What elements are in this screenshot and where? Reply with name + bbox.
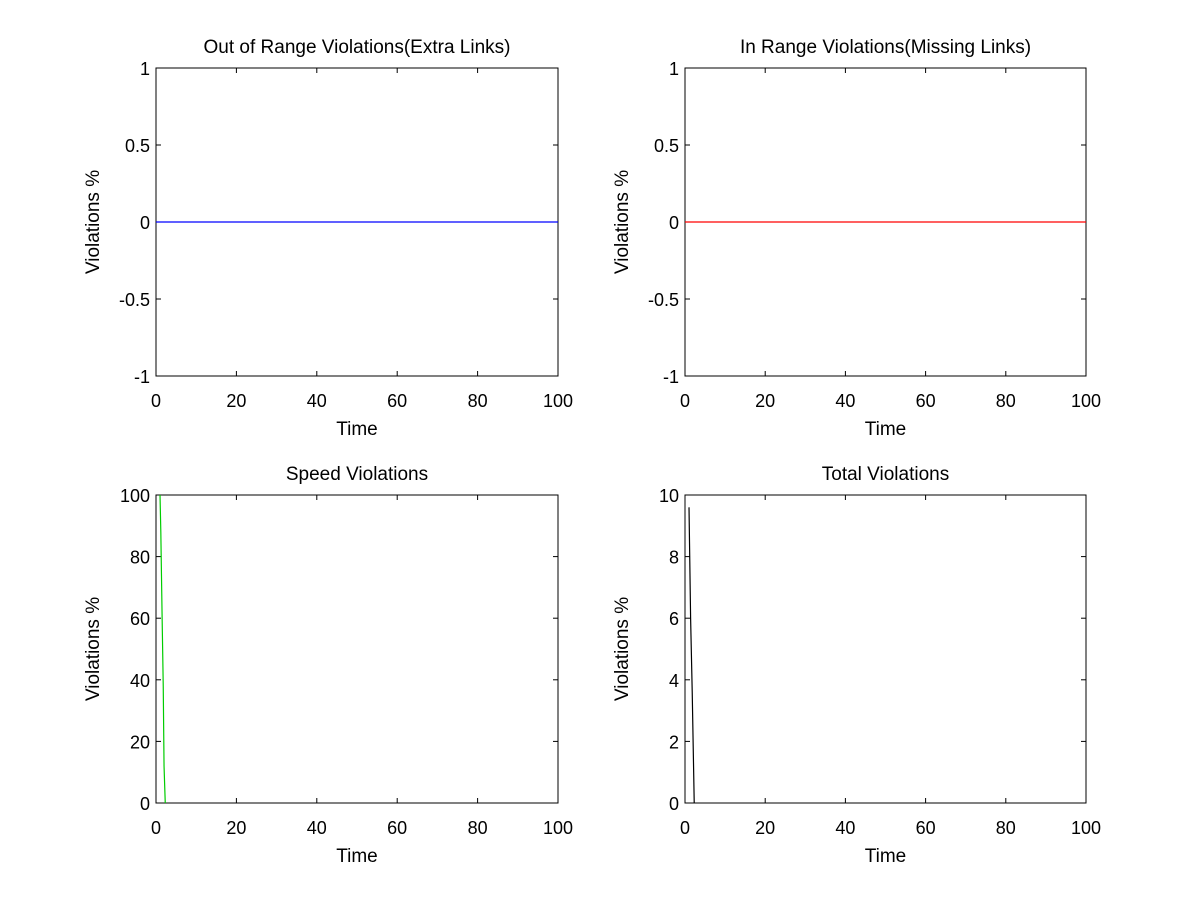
y-axis-label: Violations % [612, 597, 633, 701]
axes-box [684, 494, 1087, 804]
x-tick-label: 60 [387, 818, 407, 838]
chart-title: Speed Violations [286, 464, 428, 485]
x-tick-label: 0 [151, 391, 161, 411]
axes-box [155, 494, 559, 804]
chart-panel-4: 0 20 40 60 80 100 0 2 4 6 8 10 Total Violations Time V… [612, 464, 1101, 867]
x-tick-label: 100 [543, 818, 573, 838]
x-tick-label: 20 [755, 818, 775, 838]
series-line-1 [688, 507, 695, 804]
x-tick-label: 60 [916, 818, 936, 838]
y-tick-label: 80 [130, 548, 150, 568]
y-tick-label: 2 [669, 732, 679, 752]
y-tick-label: 0 [669, 213, 679, 233]
x-tick-label: 80 [996, 818, 1016, 838]
x-tick-label: 20 [226, 818, 246, 838]
y-tick-label: 60 [130, 609, 150, 629]
y-tick-label: -1 [663, 367, 679, 387]
x-tick-label: 0 [151, 818, 161, 838]
chart-panel-1: 0 20 40 60 80 100 -1 -0.5 0 0.5 1 Out of Range Viol… [83, 37, 573, 440]
y-tick-label: -0.5 [648, 290, 679, 310]
y-tick-label: 0 [140, 794, 150, 814]
x-tick-label: 40 [307, 818, 327, 838]
chart-title: In Range Violations(Missing Links) [740, 37, 1031, 58]
y-tick-label: 0 [669, 794, 679, 814]
y-axis-label: Violations % [612, 170, 633, 274]
y-tick-label: 0.5 [654, 136, 679, 156]
y-tick-label: 1 [140, 59, 150, 79]
x-tick-label: 60 [916, 391, 936, 411]
chart-panel-3: 0 20 40 60 80 100 0 20 40 60 80 100 Speed Violations… [83, 464, 573, 867]
x-tick-label: 0 [680, 391, 690, 411]
x-tick-label: 40 [835, 391, 855, 411]
y-tick-label: 8 [669, 548, 679, 568]
chart-title: Total Violations [822, 464, 949, 485]
x-tick-label: 100 [1071, 391, 1101, 411]
x-tick-label: 40 [835, 818, 855, 838]
y-axis-label: Violations % [83, 170, 104, 274]
y-tick-label: 40 [130, 671, 150, 691]
x-tick-label: 100 [543, 391, 573, 411]
x-tick-label: 60 [387, 391, 407, 411]
y-tick-label: 1 [669, 59, 679, 79]
x-tick-label: 40 [307, 391, 327, 411]
x-tick-label: 80 [468, 818, 488, 838]
chart-panel-2: 0 20 40 60 80 100 -1 -0.5 0 0.5 1 In Range Violatio… [612, 37, 1101, 440]
y-tick-label: 0 [140, 213, 150, 233]
y-tick-label: 100 [120, 486, 150, 506]
x-tick-label: 20 [226, 391, 246, 411]
chart-title: Out of Range Violations(Extra Links) [204, 37, 511, 58]
x-tick-label: 20 [755, 391, 775, 411]
y-tick-label: 10 [659, 486, 679, 506]
x-axis-label: Time [865, 419, 907, 440]
x-tick-label: 0 [680, 818, 690, 838]
x-axis-label: Time [336, 419, 378, 440]
y-tick-label: -1 [134, 367, 150, 387]
y-tick-label: 20 [130, 732, 150, 752]
series-line-1 [159, 494, 166, 804]
x-axis-label: Time [336, 846, 378, 867]
y-tick-label: 4 [669, 671, 679, 691]
y-tick-label: -0.5 [119, 290, 150, 310]
y-tick-label: 0.5 [125, 136, 150, 156]
x-tick-label: 100 [1071, 818, 1101, 838]
x-tick-label: 80 [996, 391, 1016, 411]
y-tick-label: 6 [669, 609, 679, 629]
x-axis-label: Time [865, 846, 907, 867]
x-tick-label: 80 [468, 391, 488, 411]
y-axis-label: Violations % [83, 597, 104, 701]
